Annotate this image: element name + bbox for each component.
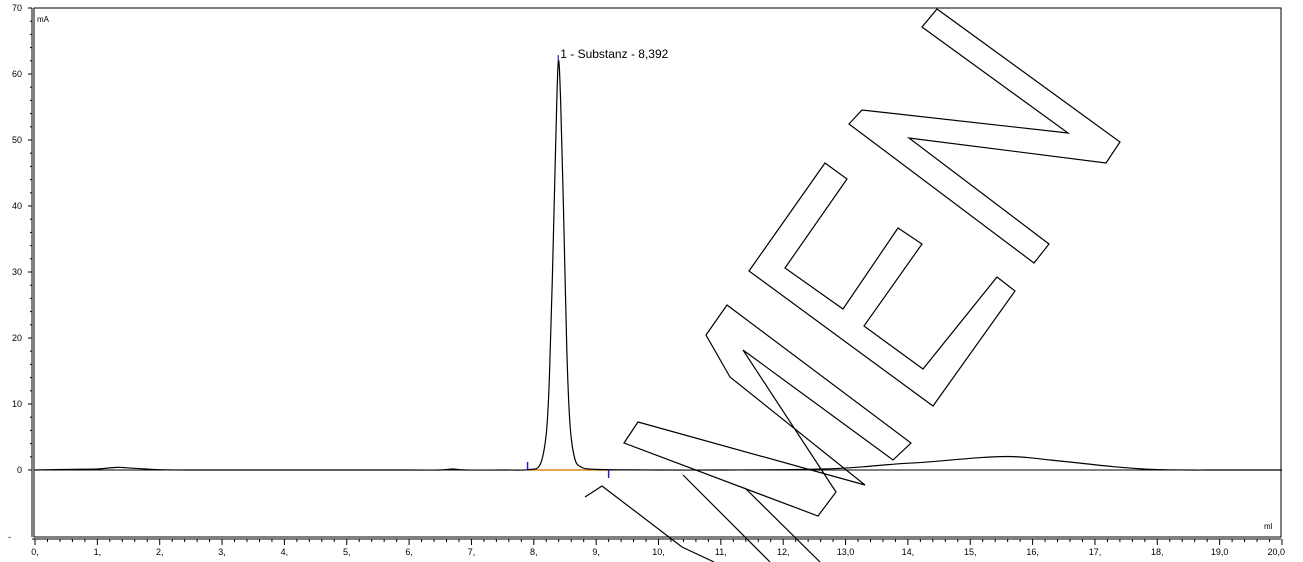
y-tick-label: 60 xyxy=(12,69,22,79)
y-tick-label: 30 xyxy=(12,267,22,277)
x-tick-label: 9, xyxy=(592,547,600,557)
y-tick-label: 10 xyxy=(12,399,22,409)
x-tick-label: 5, xyxy=(343,547,351,557)
y-tick-label: 50 xyxy=(12,135,22,145)
x-tick-label: 12, xyxy=(777,547,790,557)
x-tick-label: 11, xyxy=(715,547,727,557)
watermark-letter-m xyxy=(848,8,1121,264)
y-tick-label: 0 xyxy=(17,465,22,475)
x-tick-label: 7, xyxy=(468,547,476,557)
x-tick-label: 16, xyxy=(1026,547,1039,557)
x-tick-label: 4, xyxy=(281,547,289,557)
y-tick-label: 20 xyxy=(12,333,22,343)
x-tick-label: 15, xyxy=(964,547,977,557)
peak-markers xyxy=(526,55,610,478)
peak-label: 1 - Substanz - 8,392 xyxy=(560,47,668,61)
x-tick-label: 13,0 xyxy=(837,547,855,557)
x-tick-label: 17, xyxy=(1089,547,1102,557)
chromatogram-trace xyxy=(34,59,1282,471)
watermark-letter-r xyxy=(744,487,821,562)
watermark xyxy=(584,8,1121,562)
x-unit-label: ml xyxy=(1264,522,1273,531)
x-tick-label: 3, xyxy=(218,547,226,557)
x-tick-label: 19,0 xyxy=(1211,547,1229,557)
x-tick-label: 2, xyxy=(156,547,164,557)
y-axis-ticks: 0 10 20 30 40 50 60 70 xyxy=(12,3,32,475)
watermark-letter-t xyxy=(584,485,715,562)
x-tick-label: 20,0 xyxy=(1267,547,1285,557)
watermark-letter-u xyxy=(748,162,1016,407)
x-tick-label: 14, xyxy=(902,547,915,557)
y-tick-label: 70 xyxy=(12,3,22,13)
x-tick-label: 6, xyxy=(405,547,413,557)
y-unit-label: mA xyxy=(37,15,50,24)
watermark-letter-s xyxy=(623,304,912,517)
y-tick-label: 40 xyxy=(12,201,22,211)
x-tick-label: 8, xyxy=(530,547,538,557)
x-axis-ticks: 0, 1, 2, 3, 4, 5, 6, 7, 8, 9, 10, 11, 12, 13,0 14, 15, 1… xyxy=(31,539,1285,557)
x-tick-label: 1, xyxy=(94,547,102,557)
x-tick-label: 0, xyxy=(31,547,39,557)
plot-frame xyxy=(33,7,1282,538)
y-partial-tick-label: - xyxy=(8,532,11,542)
x-tick-label: 10, xyxy=(652,547,665,557)
watermark-letter-e xyxy=(682,474,771,562)
x-tick-label: 18, xyxy=(1151,547,1164,557)
